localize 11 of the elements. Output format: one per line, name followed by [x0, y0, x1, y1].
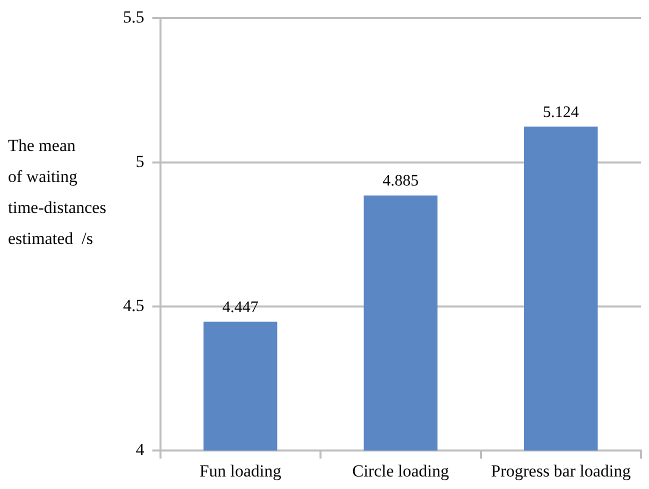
y-axis-title: The mean of waiting time-distances estimated /s	[8, 135, 106, 250]
x-tick-label: Fun loading	[200, 461, 282, 480]
y-tick-label: 5	[136, 152, 144, 171]
y-tick-label: 4	[136, 440, 145, 460]
data-label: 4.447	[222, 298, 258, 316]
data-label: 5.124	[542, 104, 579, 121]
y-tick-label: 4.5	[123, 296, 144, 315]
x-tick-label: Progress bar loading	[490, 461, 632, 480]
data-label: 4.885	[382, 172, 419, 190]
x-tick-label: Circle loading	[352, 461, 450, 480]
y-tick-label: 5.5	[123, 8, 144, 27]
